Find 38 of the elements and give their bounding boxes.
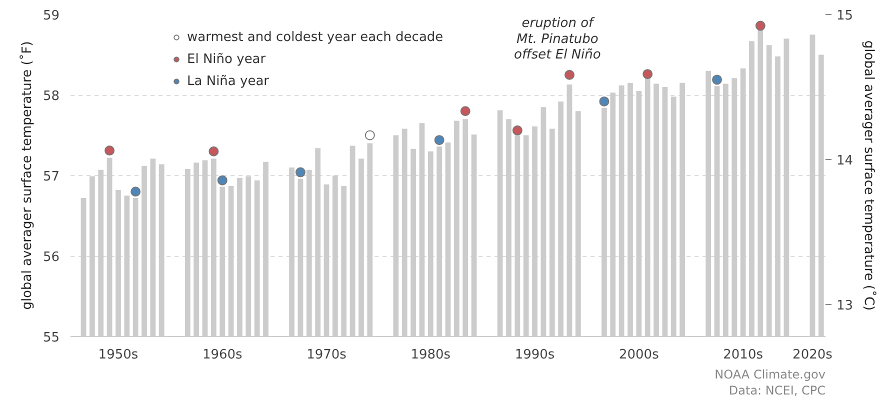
point: [712, 74, 722, 85]
point: [364, 130, 375, 140]
y2-tick-label: 13: [836, 298, 854, 314]
x-tick-label: 1960s: [202, 348, 243, 362]
y2-tick-label: 14: [836, 154, 854, 169]
point: [130, 186, 141, 197]
point: [564, 70, 574, 80]
x-tick-label: 1970s: [306, 348, 347, 362]
point: [460, 106, 470, 116]
x-tick-label: 1950s: [98, 348, 138, 362]
text: NOAA Climate.gov: [714, 368, 826, 382]
y-tick-label: 55: [42, 330, 60, 346]
legend-label: El Niño year: [187, 51, 266, 67]
point: [208, 146, 219, 156]
point: [512, 125, 522, 136]
x-tick-label: 2020s: [792, 348, 833, 362]
x-tick-label: 2010s: [723, 348, 764, 362]
x-tick-label: 1980s: [410, 348, 451, 362]
point: [599, 96, 610, 106]
y-axis-title: global averager surface temperature (˚F): [18, 41, 35, 310]
y-tick-label: 59: [42, 8, 60, 24]
legend-label: warmest and coldest year each decade: [187, 29, 444, 45]
point: [642, 69, 653, 80]
annotation: eruption of Mt. Pinatubo offset El Niño: [514, 16, 601, 63]
point: [104, 146, 115, 156]
x-tick-label: 2000s: [618, 348, 660, 362]
text: Data: NCEI, CPC: [728, 384, 826, 398]
point: [217, 175, 228, 186]
y2-axis-title: global averager surface temperature (˚C): [861, 40, 878, 311]
point: [295, 167, 306, 178]
y-tick-label: 58: [42, 89, 60, 104]
point: [434, 135, 444, 146]
x-tick-label: 1990s: [514, 348, 555, 362]
point: [755, 20, 766, 31]
y-tick-label: 57: [42, 170, 60, 184]
y2-tick-label: 15: [836, 8, 854, 24]
legend-label: La Niña year: [187, 73, 270, 89]
y-tick-label: 56: [42, 250, 60, 265]
